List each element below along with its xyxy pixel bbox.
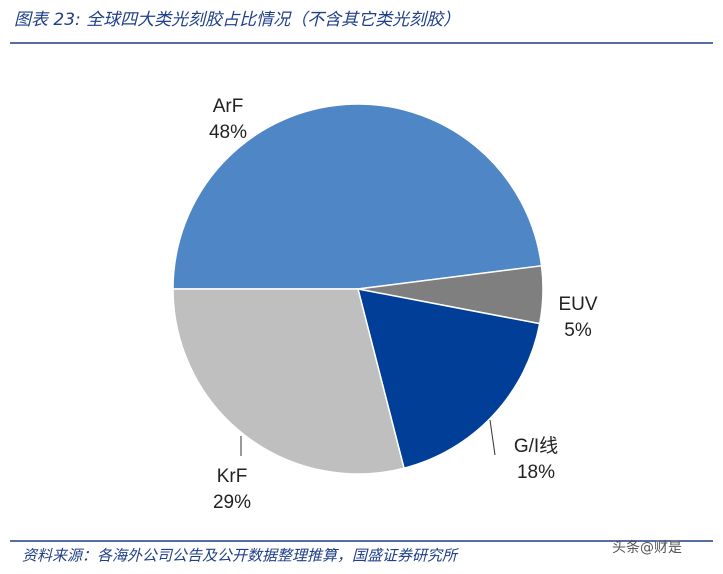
leader-line	[489, 419, 496, 456]
slice-label: KrF	[217, 466, 248, 487]
slice-value-label: 29%	[213, 492, 251, 513]
source: 资料来源：各海外公司公告及公开数据整理推算，国盛证券研究所	[22, 547, 459, 565]
slice-label: EUV	[558, 294, 597, 315]
slice-value-label: 48%	[209, 122, 247, 143]
pie-slice	[172, 103, 543, 290]
slice-value-label: 18%	[517, 462, 555, 483]
slice-value-label: 5%	[564, 320, 592, 341]
pie-slice	[356, 288, 541, 470]
watermark: 头条@财是	[612, 539, 682, 556]
chart-title: 图表 23: 全球四大类光刻胶占比情况（不含其它类光刻胶）	[14, 10, 460, 30]
slice-label: ArF	[213, 96, 244, 117]
pie-slice	[172, 288, 405, 475]
slice-label: G/I线	[514, 435, 558, 457]
